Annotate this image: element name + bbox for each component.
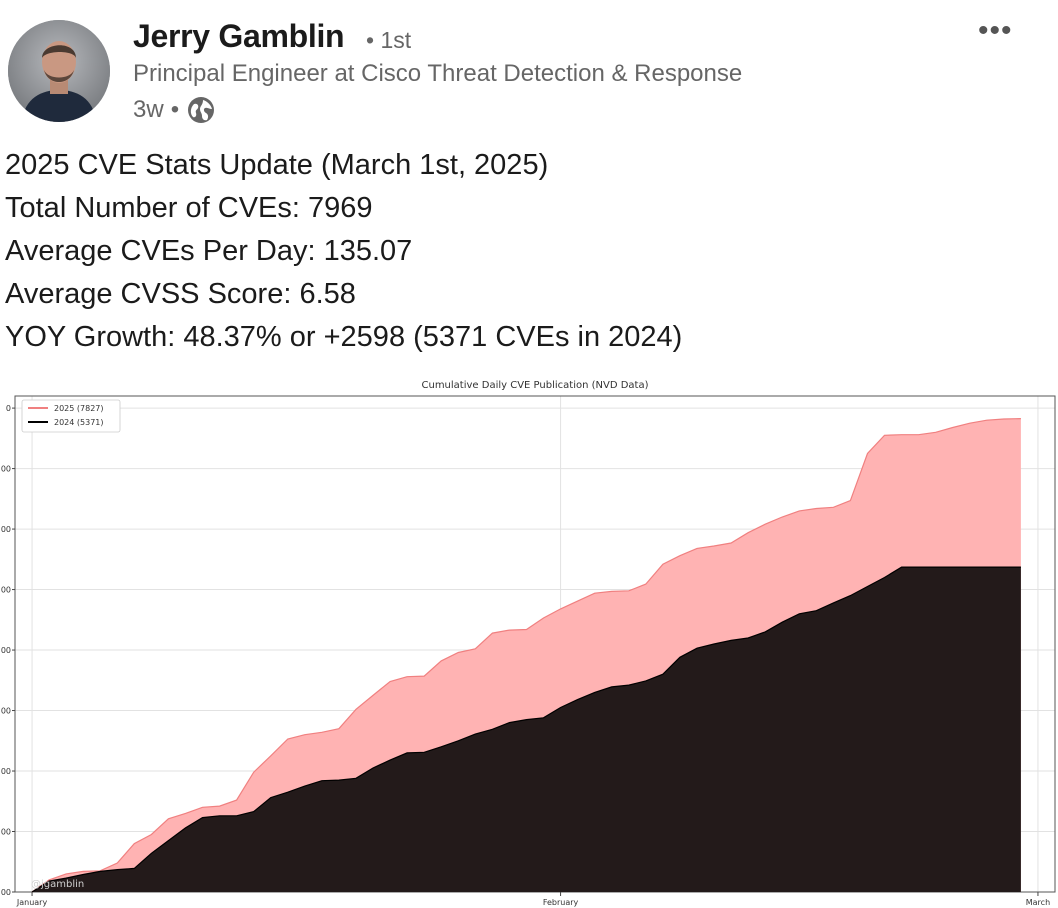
author-name[interactable]: Jerry Gamblin xyxy=(133,18,345,54)
legend-label-2025: 2025 (7827) xyxy=(54,404,104,413)
x-tick-label: February xyxy=(543,898,579,907)
y-tick-label: 0 xyxy=(6,404,11,413)
post-line-average-per-day: Average CVEs Per Day: 135.07 xyxy=(5,235,413,267)
y-tick-label: 00 xyxy=(1,767,11,776)
x-axis-ticks: January February March xyxy=(16,892,1050,907)
y-tick-label: 00 xyxy=(1,646,11,655)
chart-watermark: @jgamblin xyxy=(31,879,84,890)
x-tick-label: January xyxy=(16,898,48,907)
author-headline: Principal Engineer at Cisco Threat Detec… xyxy=(133,60,743,87)
series-line-2025 xyxy=(31,418,1021,893)
post-meta: 3w • xyxy=(133,95,216,125)
more-options-icon[interactable]: ••• xyxy=(978,14,1013,47)
post-line-yoy-growth: YOY Growth: 48.37% or +2598 (5371 CVEs i… xyxy=(5,321,683,353)
post-line-title: 2025 CVE Stats Update (March 1st, 2025) xyxy=(5,149,549,181)
connection-degree: • 1st xyxy=(366,27,412,53)
post-body: 2025 CVE Stats Update (March 1st, 2025) … xyxy=(5,144,682,359)
post-line-average-cvss: Average CVSS Score: 6.58 xyxy=(5,278,356,310)
chart-title: Cumulative Daily CVE Publication (NVD Da… xyxy=(422,380,649,391)
chart-areas xyxy=(31,418,1021,893)
x-tick-label: March xyxy=(1026,898,1050,907)
area-2024 xyxy=(32,567,1021,892)
y-tick-label: 00 xyxy=(1,586,11,595)
y-tick-label: 00 xyxy=(1,888,11,897)
post-line-total: Total Number of CVEs: 7969 xyxy=(5,192,373,224)
globe-icon xyxy=(186,95,216,125)
post-time[interactable]: 3w xyxy=(133,96,164,123)
y-tick-label: 00 xyxy=(1,525,11,534)
post-image-chart[interactable]: Cumulative Daily CVE Publication (NVD Da… xyxy=(0,374,1058,908)
legend-label-2024: 2024 (5371) xyxy=(54,418,104,427)
y-tick-label: 00 xyxy=(1,707,11,716)
series-line-2024 xyxy=(31,566,1021,893)
author-avatar[interactable] xyxy=(8,20,110,122)
y-tick-label: 00 xyxy=(1,828,11,837)
meta-separator: • xyxy=(170,96,180,123)
y-tick-label: 00 xyxy=(1,465,11,474)
chart-legend: 2025 (7827) 2024 (5371) xyxy=(21,399,121,433)
